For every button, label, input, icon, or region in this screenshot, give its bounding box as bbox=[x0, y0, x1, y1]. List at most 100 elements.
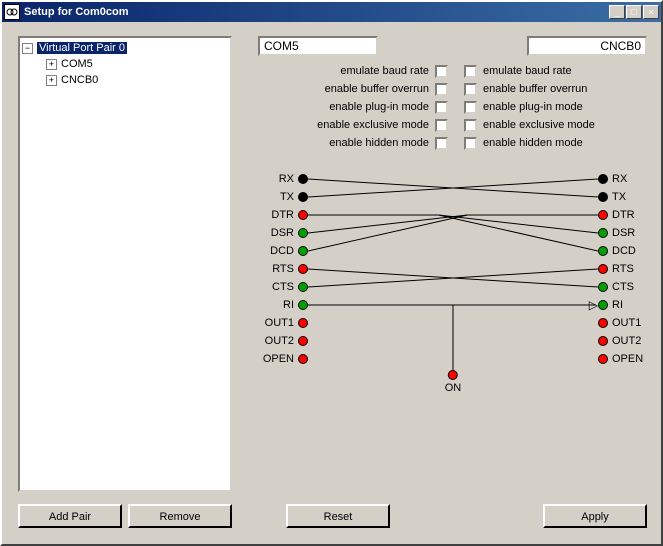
window-buttons: _ □ × bbox=[609, 5, 659, 19]
signal-row: OUT1 OUT1 bbox=[258, 314, 648, 332]
option-checkbox[interactable] bbox=[435, 137, 448, 150]
option-row: emulate baud rate bbox=[258, 62, 448, 80]
reset-button[interactable]: Reset bbox=[286, 504, 390, 528]
signal-row: OPEN OPEN bbox=[258, 350, 648, 368]
tree-child-row[interactable]: + CNCB0 bbox=[46, 72, 228, 88]
wire-area bbox=[308, 170, 598, 188]
option-row: enable plug-in mode bbox=[258, 98, 448, 116]
wire-area bbox=[308, 350, 598, 368]
signal-pin-right bbox=[598, 300, 608, 310]
signal-label-left: OUT1 bbox=[258, 317, 298, 329]
signal-label-left: DSR bbox=[258, 227, 298, 239]
signal-pin-right bbox=[598, 336, 608, 346]
tree-collapse-icon[interactable]: − bbox=[22, 43, 33, 54]
signals-panel: RXRXTXTXDTRDTRDSRDSRDCDDCDRTSRTSCTSCTSRI… bbox=[258, 170, 648, 368]
left-options: emulate baud rate enable buffer overrun en… bbox=[258, 62, 448, 152]
option-label: enable exclusive mode bbox=[483, 119, 595, 131]
signal-pin-left bbox=[298, 300, 308, 310]
signal-pin-left bbox=[298, 210, 308, 220]
signal-label-right: RI bbox=[608, 299, 648, 311]
minimize-button[interactable]: _ bbox=[609, 5, 625, 19]
tree-expand-icon[interactable]: + bbox=[46, 59, 57, 70]
signal-label-right: DTR bbox=[608, 209, 648, 221]
option-row: enable buffer overrun bbox=[464, 80, 663, 98]
tree-child-label: COM5 bbox=[61, 58, 93, 70]
on-indicator: ON bbox=[445, 370, 462, 394]
wire-area bbox=[308, 224, 598, 242]
option-row: enable exclusive mode bbox=[258, 116, 448, 134]
option-checkbox[interactable] bbox=[435, 65, 448, 78]
signal-pin-right bbox=[598, 192, 608, 202]
signal-label-right: RTS bbox=[608, 263, 648, 275]
signal-label-left: RI bbox=[258, 299, 298, 311]
left-port-input[interactable] bbox=[258, 36, 378, 56]
signal-label-left: RTS bbox=[258, 263, 298, 275]
option-checkbox[interactable] bbox=[435, 101, 448, 114]
signal-pin-left bbox=[298, 174, 308, 184]
signal-label-left: RX bbox=[258, 173, 298, 185]
signal-label-right: OUT1 bbox=[608, 317, 648, 329]
option-checkbox[interactable] bbox=[464, 101, 477, 114]
signal-label-right: OPEN bbox=[608, 353, 648, 365]
signal-label-left: OPEN bbox=[258, 353, 298, 365]
wire-area bbox=[308, 260, 598, 278]
option-checkbox[interactable] bbox=[464, 83, 477, 96]
signal-pin-right bbox=[598, 282, 608, 292]
signal-pin-right bbox=[598, 246, 608, 256]
signal-row: DSR DSR bbox=[258, 224, 648, 242]
option-row: emulate baud rate bbox=[464, 62, 663, 80]
option-checkbox[interactable] bbox=[464, 65, 477, 78]
signal-row: TXTX bbox=[258, 188, 648, 206]
titlebar: Setup for Com0com _ □ × bbox=[2, 2, 661, 22]
option-label: enable plug-in mode bbox=[483, 101, 583, 113]
signal-pin-left bbox=[298, 354, 308, 364]
signal-row: RTS RTS bbox=[258, 260, 648, 278]
signal-pin-left bbox=[298, 282, 308, 292]
option-row: enable buffer overrun bbox=[258, 80, 448, 98]
option-label: enable plug-in mode bbox=[329, 101, 429, 113]
right-options: emulate baud rate enable buffer overrun en… bbox=[464, 62, 663, 152]
signal-pin-right bbox=[598, 318, 608, 328]
signal-label-left: DCD bbox=[258, 245, 298, 257]
option-row: enable exclusive mode bbox=[464, 116, 663, 134]
wire-area bbox=[308, 242, 598, 260]
app-icon bbox=[4, 4, 20, 20]
signal-row: DTR DTR bbox=[258, 206, 648, 224]
add-pair-button[interactable]: Add Pair bbox=[18, 504, 122, 528]
right-port-input[interactable] bbox=[527, 36, 647, 56]
apply-button[interactable]: Apply bbox=[543, 504, 647, 528]
wire-area bbox=[308, 206, 598, 224]
tree-expand-icon[interactable]: + bbox=[46, 75, 57, 86]
signal-row: DCDDCD bbox=[258, 242, 648, 260]
signal-pin-left bbox=[298, 264, 308, 274]
option-checkbox[interactable] bbox=[464, 119, 477, 132]
tree-root-label: Virtual Port Pair 0 bbox=[37, 42, 127, 54]
signal-row: RI▷RI bbox=[258, 296, 648, 314]
option-label: emulate baud rate bbox=[340, 65, 429, 77]
signal-label-right: CTS bbox=[608, 281, 648, 293]
signal-label-left: DTR bbox=[258, 209, 298, 221]
option-checkbox[interactable] bbox=[464, 137, 477, 150]
signal-label-left: TX bbox=[258, 191, 298, 203]
client-area: − Virtual Port Pair 0 + COM5 + CNCB0 emu… bbox=[2, 22, 661, 544]
option-label: emulate baud rate bbox=[483, 65, 572, 77]
signal-row: CTSCTS bbox=[258, 278, 648, 296]
wire-area bbox=[308, 278, 598, 296]
tree-child-row[interactable]: + COM5 bbox=[46, 56, 228, 72]
close-button[interactable]: × bbox=[643, 5, 659, 19]
on-label: ON bbox=[445, 382, 462, 394]
remove-button[interactable]: Remove bbox=[128, 504, 232, 528]
maximize-button[interactable]: □ bbox=[626, 5, 642, 19]
port-pair-tree[interactable]: − Virtual Port Pair 0 + COM5 + CNCB0 bbox=[18, 36, 232, 492]
app-window: Setup for Com0com _ □ × − Virtual Port P… bbox=[0, 0, 663, 546]
wire-area bbox=[308, 296, 589, 314]
signal-row: OUT2OUT2 bbox=[258, 332, 648, 350]
signal-label-right: DSR bbox=[608, 227, 648, 239]
signal-label-right: RX bbox=[608, 173, 648, 185]
option-checkbox[interactable] bbox=[435, 83, 448, 96]
signal-pin-left bbox=[298, 336, 308, 346]
tree-root-row[interactable]: − Virtual Port Pair 0 bbox=[22, 40, 228, 56]
option-checkbox[interactable] bbox=[435, 119, 448, 132]
option-label: enable hidden mode bbox=[483, 137, 583, 149]
signal-label-right: OUT2 bbox=[608, 335, 648, 347]
